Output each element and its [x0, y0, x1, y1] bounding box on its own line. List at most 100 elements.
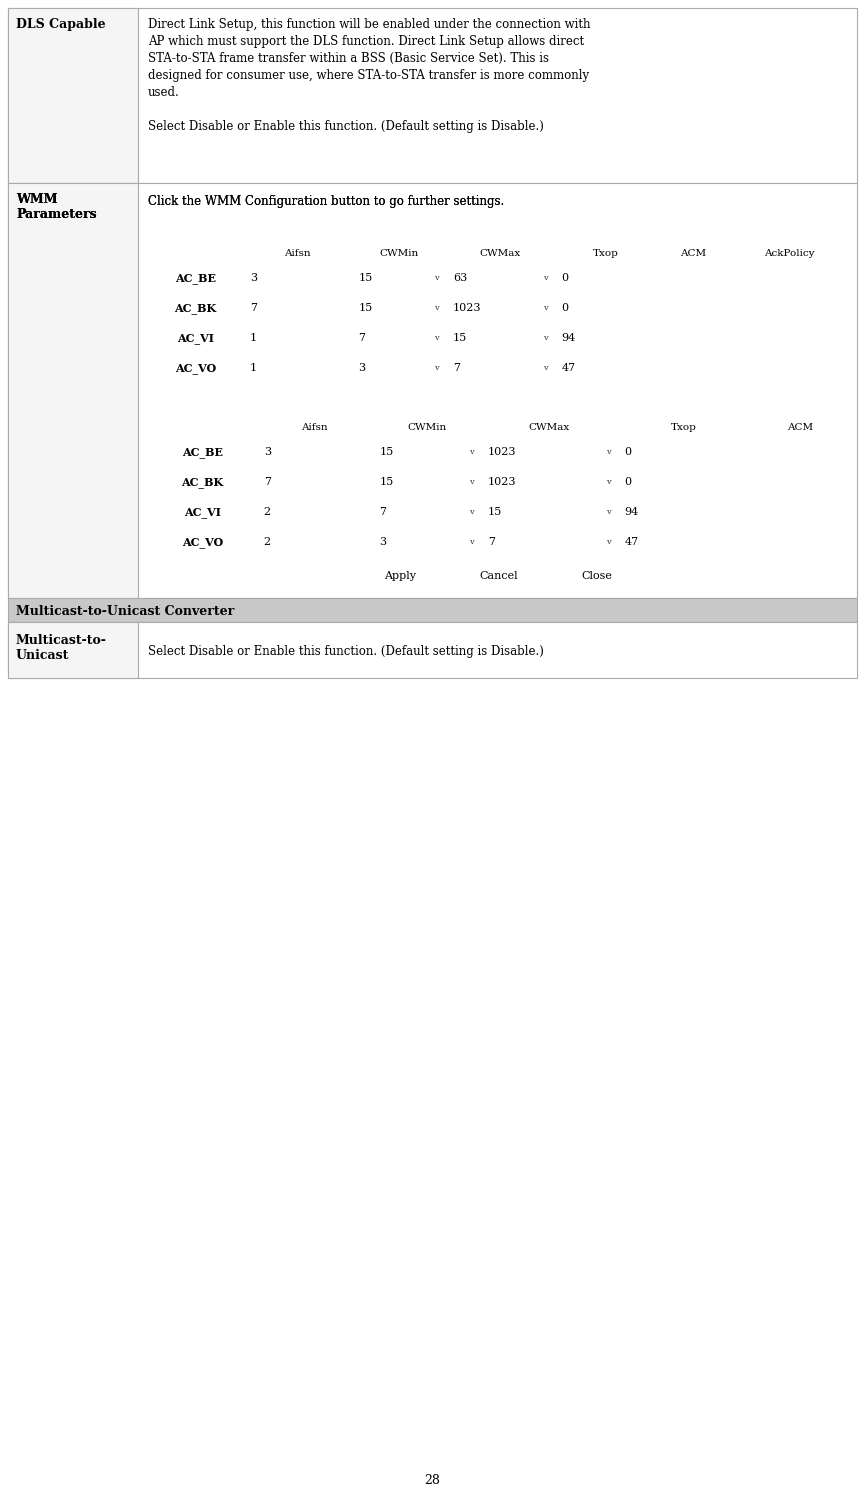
- Bar: [558, 326, 653, 349]
- Text: v: v: [434, 334, 439, 343]
- Text: 0: 0: [561, 272, 568, 283]
- Bar: [8, 7, 857, 183]
- Bar: [751, 465, 849, 497]
- Bar: [148, 352, 243, 381]
- Bar: [751, 527, 849, 557]
- Text: Close: Close: [581, 571, 612, 580]
- Bar: [351, 262, 446, 292]
- Text: v: v: [469, 447, 474, 456]
- Bar: [730, 352, 849, 381]
- Bar: [431, 356, 443, 378]
- Text: 7: 7: [358, 334, 365, 343]
- Bar: [148, 262, 849, 292]
- Text: 0: 0: [625, 477, 631, 488]
- Bar: [243, 292, 351, 322]
- Text: Direct Link Setup, this function will be enabled under the connection with: Direct Link Setup, this function will be…: [148, 18, 591, 31]
- Text: v: v: [606, 539, 611, 546]
- Text: v: v: [434, 274, 439, 283]
- Bar: [466, 470, 478, 492]
- Text: AC_VO: AC_VO: [175, 362, 216, 374]
- Bar: [446, 292, 554, 322]
- Text: CWMax: CWMax: [479, 248, 521, 257]
- Bar: [458, 564, 539, 586]
- Bar: [466, 440, 478, 462]
- Bar: [481, 497, 618, 527]
- Bar: [148, 417, 849, 435]
- Bar: [260, 530, 369, 552]
- Bar: [148, 223, 849, 242]
- Bar: [260, 500, 369, 522]
- Bar: [375, 470, 478, 492]
- Text: AckPolicy: AckPolicy: [764, 248, 815, 257]
- Text: 94: 94: [561, 334, 576, 343]
- Text: AC_VO: AC_VO: [182, 537, 223, 548]
- Bar: [449, 326, 552, 349]
- Bar: [148, 322, 849, 352]
- Bar: [351, 322, 446, 352]
- Bar: [148, 527, 257, 557]
- Text: 1023: 1023: [488, 447, 516, 456]
- Bar: [372, 465, 481, 497]
- Bar: [621, 470, 748, 492]
- Bar: [446, 262, 554, 292]
- Bar: [794, 476, 805, 486]
- Text: 2: 2: [264, 537, 271, 548]
- Bar: [540, 296, 552, 319]
- Text: STA-to-STA frame transfer within a BSS (Basic Service Set). This is: STA-to-STA frame transfer within a BSS (…: [148, 52, 549, 64]
- Text: ACM: ACM: [787, 423, 813, 432]
- Bar: [481, 527, 618, 557]
- Bar: [618, 527, 751, 557]
- Bar: [554, 352, 657, 381]
- Text: Click the WMM Configuration button to go further settings.: Click the WMM Configuration button to go…: [148, 194, 504, 208]
- Bar: [246, 266, 349, 289]
- Bar: [621, 500, 748, 522]
- Text: 1023: 1023: [453, 304, 482, 313]
- Bar: [657, 262, 730, 292]
- Text: WMM
Parameters: WMM Parameters: [16, 193, 97, 221]
- Text: 0: 0: [561, 304, 568, 313]
- Text: v: v: [434, 304, 439, 313]
- Text: v: v: [542, 304, 548, 313]
- Bar: [556, 564, 637, 586]
- Bar: [751, 435, 849, 465]
- Bar: [794, 506, 805, 516]
- Bar: [794, 536, 805, 546]
- Bar: [372, 435, 481, 465]
- Bar: [148, 435, 257, 465]
- Bar: [688, 332, 699, 343]
- Text: v: v: [542, 364, 548, 373]
- Bar: [243, 262, 351, 292]
- Bar: [351, 292, 446, 322]
- Bar: [260, 440, 369, 462]
- Bar: [751, 497, 849, 527]
- Bar: [148, 292, 243, 322]
- Bar: [8, 7, 138, 183]
- Text: 63: 63: [453, 272, 467, 283]
- Bar: [375, 440, 478, 462]
- Bar: [355, 326, 443, 349]
- Bar: [257, 465, 372, 497]
- Bar: [558, 356, 653, 378]
- Bar: [466, 500, 478, 522]
- Bar: [431, 266, 443, 289]
- Text: Multicast-to-Unicast Converter: Multicast-to-Unicast Converter: [16, 604, 234, 618]
- Bar: [375, 500, 478, 522]
- Text: 3: 3: [358, 364, 365, 373]
- Bar: [246, 356, 349, 378]
- Bar: [257, 497, 372, 527]
- Text: WMM
Parameters: WMM Parameters: [16, 193, 97, 221]
- Bar: [8, 622, 857, 678]
- Text: 7: 7: [380, 507, 387, 518]
- Bar: [784, 271, 795, 283]
- Bar: [148, 465, 257, 497]
- Text: v: v: [469, 509, 474, 516]
- Text: DLS Capable: DLS Capable: [16, 18, 106, 31]
- Text: Aifsn: Aifsn: [301, 423, 328, 432]
- Text: CWMax: CWMax: [529, 423, 570, 432]
- Bar: [540, 326, 552, 349]
- Text: v: v: [542, 274, 548, 283]
- Bar: [8, 598, 857, 622]
- Text: 28: 28: [425, 1474, 440, 1487]
- Bar: [657, 292, 730, 322]
- Bar: [784, 362, 795, 373]
